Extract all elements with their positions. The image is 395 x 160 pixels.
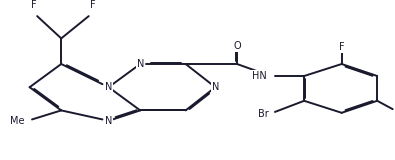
Text: F: F — [90, 0, 96, 10]
Text: F: F — [339, 42, 344, 52]
Text: N: N — [137, 59, 144, 69]
Text: Br: Br — [258, 109, 269, 119]
Text: N: N — [105, 82, 112, 92]
Text: Me: Me — [10, 116, 24, 126]
Text: F: F — [31, 0, 36, 10]
Text: HN: HN — [252, 71, 267, 81]
Text: O: O — [233, 41, 241, 51]
Text: N: N — [105, 116, 112, 126]
Text: N: N — [212, 82, 219, 92]
